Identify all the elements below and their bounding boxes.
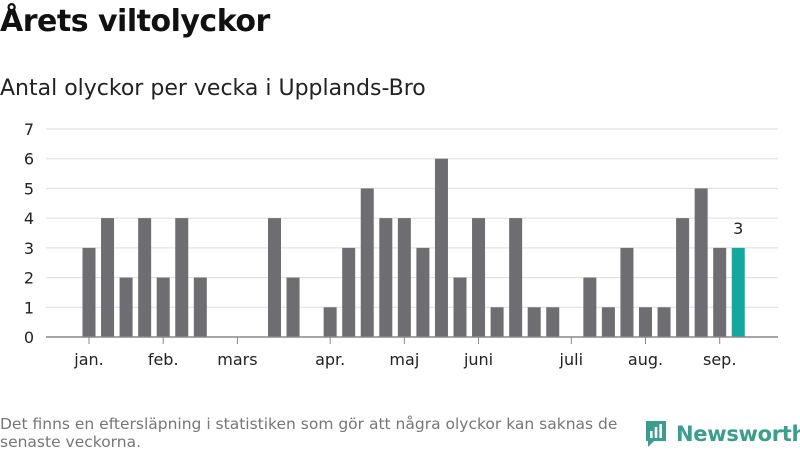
bar [82, 247, 96, 337]
bar [175, 218, 189, 337]
bar [268, 218, 281, 337]
bar [676, 218, 690, 337]
bar [490, 307, 504, 337]
bar [397, 218, 411, 337]
x-tick-label: jan. [73, 350, 103, 369]
bar [416, 247, 430, 337]
y-tick-label: 5 [24, 179, 34, 198]
chart-subtitle: Antal olyckor per vecka i Upplands-Bro [0, 76, 426, 101]
x-tick-label: aug. [628, 350, 663, 369]
bar [323, 307, 337, 337]
x-tick-label: mars [217, 350, 257, 369]
bar [472, 218, 486, 337]
x-tick-label: juni [463, 350, 493, 369]
bar [583, 277, 597, 337]
x-tick-label: sep. [703, 350, 736, 369]
newsworthy-logo-icon [646, 421, 666, 447]
footnote: Det finns en eftersläpning i statistiken… [0, 415, 618, 451]
chart-title: Årets viltolyckor [0, 4, 270, 39]
bar [620, 247, 634, 337]
x-tick-label: feb. [148, 350, 179, 369]
bar [509, 218, 523, 337]
data-label: 3 [733, 219, 743, 238]
bar [713, 247, 727, 337]
y-tick-label: 7 [24, 120, 34, 139]
y-tick-label: 3 [24, 239, 34, 258]
x-tick-label: maj [389, 350, 419, 369]
bar-highlight [731, 247, 745, 337]
y-tick-label: 1 [24, 298, 34, 317]
brand-name: Newsworthy [676, 422, 800, 446]
y-tick-label: 6 [24, 150, 34, 169]
bar [639, 307, 652, 337]
bar [360, 188, 374, 337]
bar [342, 247, 356, 337]
y-tick-label: 0 [24, 328, 34, 347]
bar [546, 307, 560, 337]
bar [101, 218, 115, 337]
bar [657, 307, 671, 337]
bar-chart: 0 1 2 3 4 5 6 7 3 jan. feb. mars apr. maj juni juli aug.… [24, 120, 778, 369]
bar [193, 277, 207, 337]
bar [453, 277, 467, 337]
bar [694, 188, 708, 337]
bar [379, 218, 393, 337]
bar [601, 307, 615, 337]
bar [434, 158, 448, 337]
bar [527, 307, 541, 337]
y-tick-label: 4 [24, 209, 34, 228]
brand-logo: Newsworthy [644, 419, 800, 449]
bar [286, 277, 300, 337]
x-tick-label: apr. [315, 350, 345, 369]
bar [156, 277, 170, 337]
bar [119, 277, 133, 337]
y-tick-label: 2 [24, 269, 34, 288]
x-tick-label: juli [559, 350, 583, 369]
bar [138, 218, 152, 337]
